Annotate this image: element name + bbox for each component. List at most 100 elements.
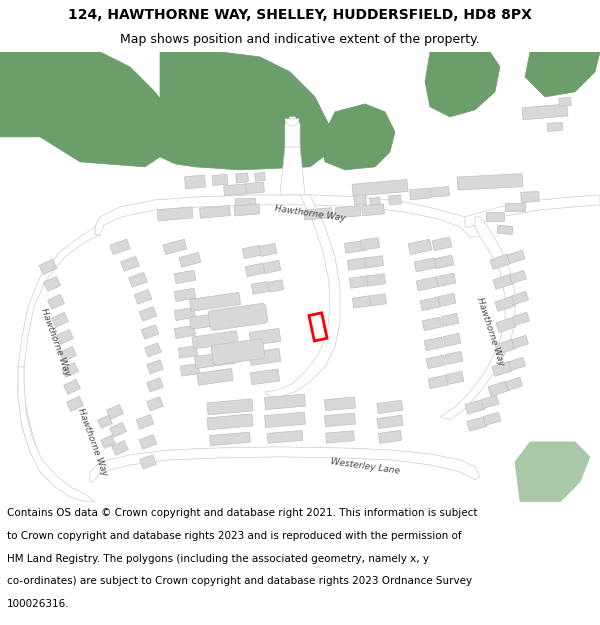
Bar: [505, 378, 523, 391]
Bar: [352, 179, 408, 196]
Bar: [190, 311, 241, 329]
Bar: [147, 397, 163, 411]
Bar: [414, 258, 436, 272]
Text: to Crown copyright and database rights 2023 and is reproduced with the permissio: to Crown copyright and database rights 2…: [7, 531, 462, 541]
Bar: [265, 394, 305, 409]
Polygon shape: [440, 217, 515, 420]
Bar: [353, 194, 367, 206]
Bar: [426, 355, 446, 369]
Bar: [121, 256, 139, 271]
Bar: [483, 412, 501, 425]
Bar: [349, 276, 371, 288]
Bar: [194, 351, 236, 369]
Bar: [522, 104, 568, 120]
Bar: [62, 362, 79, 378]
Bar: [56, 329, 73, 344]
Bar: [509, 270, 527, 284]
Text: Map shows position and indicative extent of the property.: Map shows position and indicative extent…: [120, 33, 480, 46]
Bar: [110, 422, 127, 437]
Bar: [497, 225, 513, 234]
Bar: [136, 414, 154, 429]
Bar: [438, 293, 456, 306]
Bar: [446, 371, 464, 384]
Bar: [207, 399, 253, 415]
Bar: [344, 241, 365, 253]
Bar: [436, 273, 456, 287]
Text: co-ordinates) are subject to Crown copyright and database rights 2023 Ordnance S: co-ordinates) are subject to Crown copyr…: [7, 576, 472, 586]
Bar: [234, 204, 260, 216]
Wedge shape: [285, 119, 299, 126]
Bar: [64, 379, 80, 394]
Bar: [505, 203, 525, 211]
Bar: [265, 412, 305, 428]
Bar: [493, 274, 513, 289]
Bar: [254, 173, 265, 181]
Bar: [47, 294, 64, 309]
Bar: [467, 417, 487, 431]
Bar: [521, 191, 539, 202]
Bar: [174, 270, 196, 284]
Bar: [361, 238, 380, 250]
Bar: [134, 289, 152, 304]
Bar: [245, 263, 265, 277]
FancyBboxPatch shape: [208, 303, 268, 331]
Polygon shape: [525, 52, 600, 97]
Polygon shape: [95, 195, 480, 237]
Bar: [309, 312, 327, 341]
Polygon shape: [90, 447, 480, 482]
Bar: [465, 400, 485, 414]
Bar: [145, 342, 161, 357]
Text: 124, HAWTHORNE WAY, SHELLEY, HUDDERSFIELD, HD8 8PX: 124, HAWTHORNE WAY, SHELLEY, HUDDERSFIEL…: [68, 8, 532, 21]
Text: Hawthorne Way: Hawthorne Way: [475, 296, 505, 368]
Bar: [410, 188, 430, 200]
Text: Hawthorne Way: Hawthorne Way: [76, 407, 109, 477]
Bar: [443, 333, 461, 346]
Bar: [251, 281, 269, 294]
Polygon shape: [18, 367, 95, 502]
Bar: [178, 346, 197, 358]
Polygon shape: [0, 52, 170, 167]
Bar: [364, 256, 383, 268]
Bar: [52, 312, 68, 328]
Bar: [140, 455, 156, 469]
Bar: [212, 174, 228, 186]
Bar: [245, 182, 265, 194]
Text: Hawthorne Way: Hawthorne Way: [38, 307, 71, 377]
Bar: [267, 431, 303, 443]
Bar: [559, 98, 571, 106]
Bar: [507, 250, 525, 264]
Bar: [370, 198, 380, 206]
Bar: [197, 369, 233, 385]
Bar: [250, 369, 280, 385]
Bar: [420, 297, 440, 311]
Bar: [362, 204, 385, 216]
Bar: [163, 239, 187, 254]
Bar: [259, 243, 277, 256]
Bar: [431, 187, 449, 197]
Bar: [457, 174, 523, 190]
Bar: [389, 195, 401, 205]
Bar: [200, 206, 230, 218]
Bar: [98, 415, 112, 429]
Bar: [488, 381, 508, 396]
Bar: [157, 207, 193, 221]
Bar: [174, 308, 196, 321]
Bar: [139, 307, 157, 321]
Bar: [147, 360, 163, 374]
Bar: [495, 296, 515, 311]
Bar: [235, 198, 255, 206]
Bar: [408, 239, 432, 254]
Bar: [428, 375, 448, 389]
Bar: [190, 292, 241, 311]
Bar: [181, 364, 200, 376]
Bar: [249, 328, 281, 346]
Text: Contains OS data © Crown copyright and database right 2021. This information is : Contains OS data © Crown copyright and d…: [7, 508, 478, 518]
Polygon shape: [18, 227, 100, 452]
Bar: [352, 296, 371, 308]
Bar: [325, 413, 355, 427]
Bar: [347, 258, 368, 270]
Bar: [490, 254, 510, 269]
Bar: [207, 414, 253, 430]
Bar: [112, 441, 128, 456]
Bar: [179, 253, 201, 268]
